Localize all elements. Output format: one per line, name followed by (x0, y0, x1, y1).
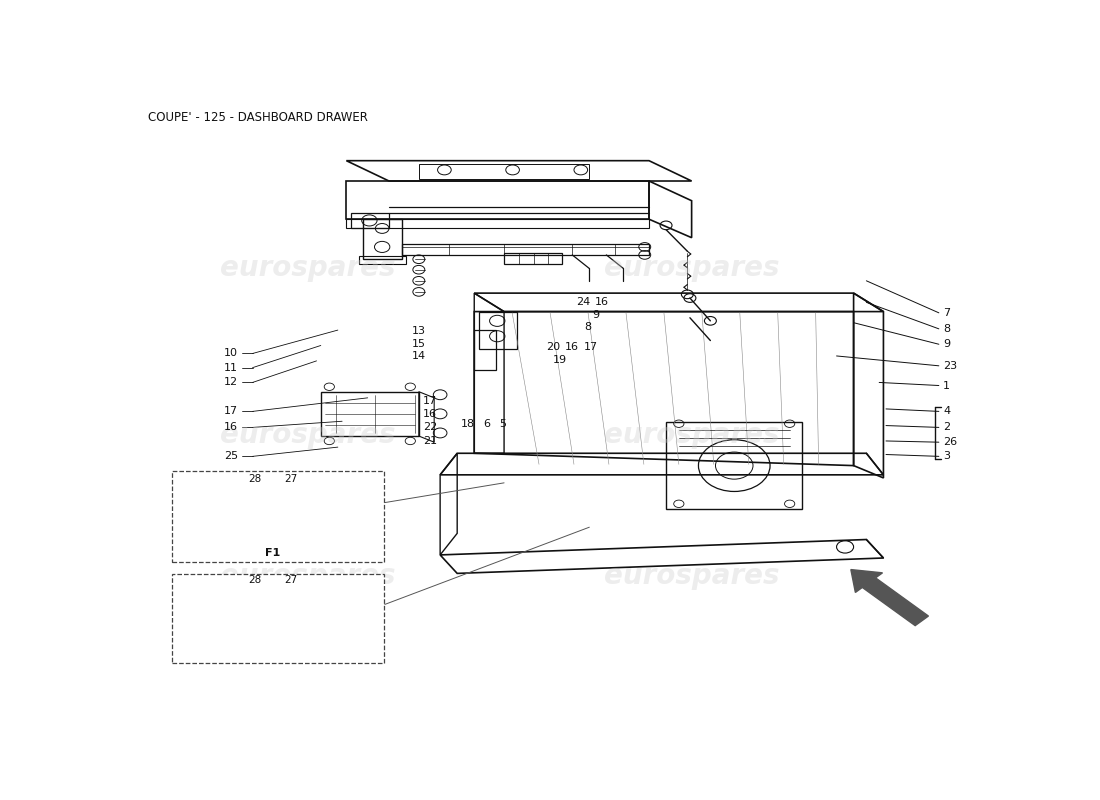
Text: 17: 17 (584, 342, 598, 352)
Text: eurospares: eurospares (220, 562, 396, 590)
Text: 8: 8 (584, 322, 591, 332)
Text: 4: 4 (943, 406, 950, 416)
Text: 8: 8 (943, 324, 950, 334)
Text: COUPE' - 125 - DASHBOARD DRAWER: COUPE' - 125 - DASHBOARD DRAWER (147, 111, 367, 124)
Text: eurospares: eurospares (604, 421, 780, 449)
Text: 5: 5 (499, 418, 506, 429)
Text: 15: 15 (412, 338, 426, 349)
Text: eurospares: eurospares (604, 254, 780, 282)
Text: 14: 14 (412, 351, 426, 361)
Text: 27: 27 (284, 574, 298, 585)
Text: 16: 16 (565, 342, 580, 352)
Text: 24: 24 (576, 298, 591, 307)
Text: 17: 17 (424, 396, 437, 406)
Text: 18: 18 (461, 418, 475, 429)
FancyBboxPatch shape (172, 574, 384, 662)
Text: 16: 16 (224, 422, 238, 433)
Text: eurospares: eurospares (220, 421, 396, 449)
Text: 27: 27 (284, 474, 298, 484)
Text: eurospares: eurospares (220, 254, 396, 282)
Text: 19: 19 (552, 354, 567, 365)
Text: 10: 10 (224, 349, 238, 358)
Text: 7: 7 (943, 308, 950, 318)
Text: eurospares: eurospares (604, 562, 780, 590)
Text: 3: 3 (943, 451, 950, 462)
Text: 9: 9 (593, 310, 600, 320)
Text: 12: 12 (224, 378, 238, 387)
Text: 28: 28 (249, 574, 262, 585)
Text: 6: 6 (484, 418, 491, 429)
Text: 2: 2 (943, 422, 950, 433)
Text: 20: 20 (547, 342, 561, 352)
Text: 26: 26 (943, 437, 957, 447)
Text: 17: 17 (224, 406, 238, 416)
Text: 11: 11 (224, 362, 238, 373)
Text: 1: 1 (943, 381, 950, 390)
Text: F1: F1 (265, 548, 279, 558)
FancyArrow shape (851, 570, 928, 626)
Text: 28: 28 (249, 474, 262, 484)
Text: 25: 25 (224, 451, 238, 462)
Text: 13: 13 (412, 326, 426, 336)
Text: 9: 9 (943, 339, 950, 350)
FancyBboxPatch shape (172, 470, 384, 562)
Text: 23: 23 (943, 361, 957, 371)
Text: 16: 16 (595, 298, 609, 307)
Text: 21: 21 (424, 436, 437, 446)
Text: 16: 16 (424, 410, 437, 419)
Text: 22: 22 (424, 422, 438, 433)
